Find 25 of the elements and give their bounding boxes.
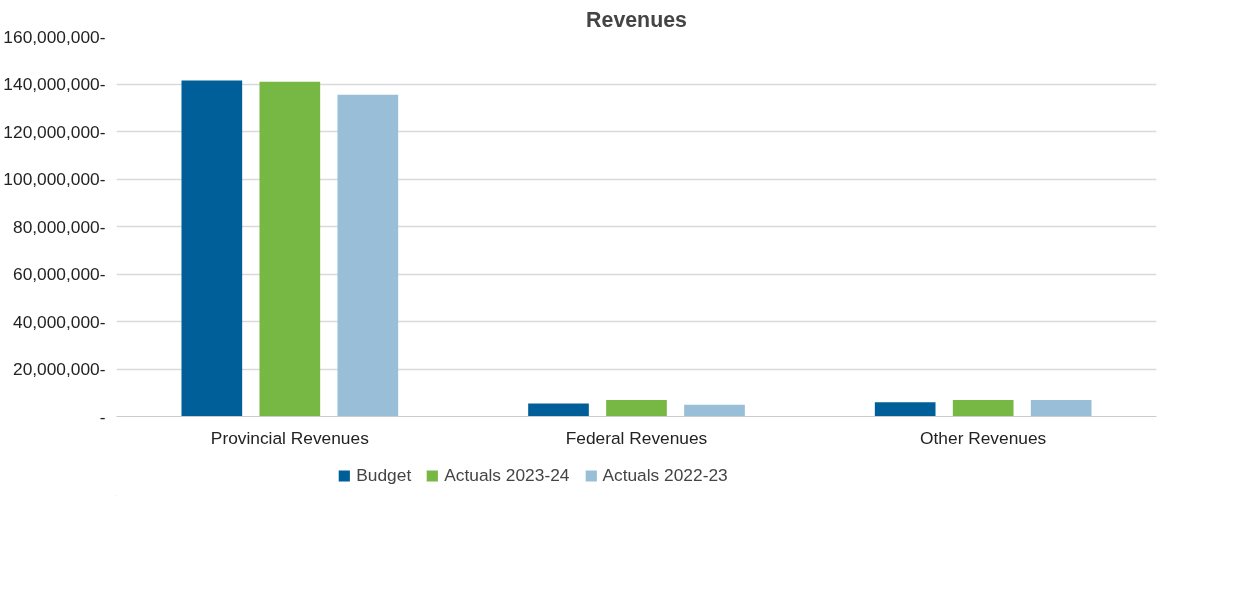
- y-tick-label: 20,000,000-: [13, 359, 106, 379]
- x-tick-label: Other Revenues: [920, 427, 1047, 448]
- bar: [874, 402, 936, 417]
- bar: [684, 404, 745, 417]
- y-tick-label: 100,000,000-: [3, 169, 106, 189]
- chart-title: Revenues: [586, 7, 687, 32]
- bar: [181, 80, 243, 417]
- legend-label: Actuals 2023-24: [444, 464, 570, 486]
- y-tick-label: 140,000,000-: [3, 74, 106, 94]
- y-tick-label: 40,000,000-: [13, 311, 106, 332]
- bar: [1030, 399, 1092, 417]
- y-tick-label: 160,000,000-: [3, 26, 106, 47]
- bar: [952, 399, 1014, 417]
- x-tick-label: Provincial Revenues: [210, 427, 370, 448]
- y-tick-label: -: [99, 406, 106, 427]
- bar: [259, 81, 321, 417]
- bar: [528, 403, 589, 417]
- bar: [606, 399, 667, 417]
- x-tick-label: Federal Revenues: [565, 427, 708, 448]
- legend-label: Actuals 2022-23: [602, 464, 728, 486]
- y-tick-label: 80,000,000-: [13, 216, 106, 237]
- y-tick-label: 60,000,000-: [13, 264, 106, 284]
- y-tick-label: 120,000,000-: [3, 121, 106, 142]
- bar: [337, 94, 399, 417]
- legend-label: Budget: [356, 464, 412, 486]
